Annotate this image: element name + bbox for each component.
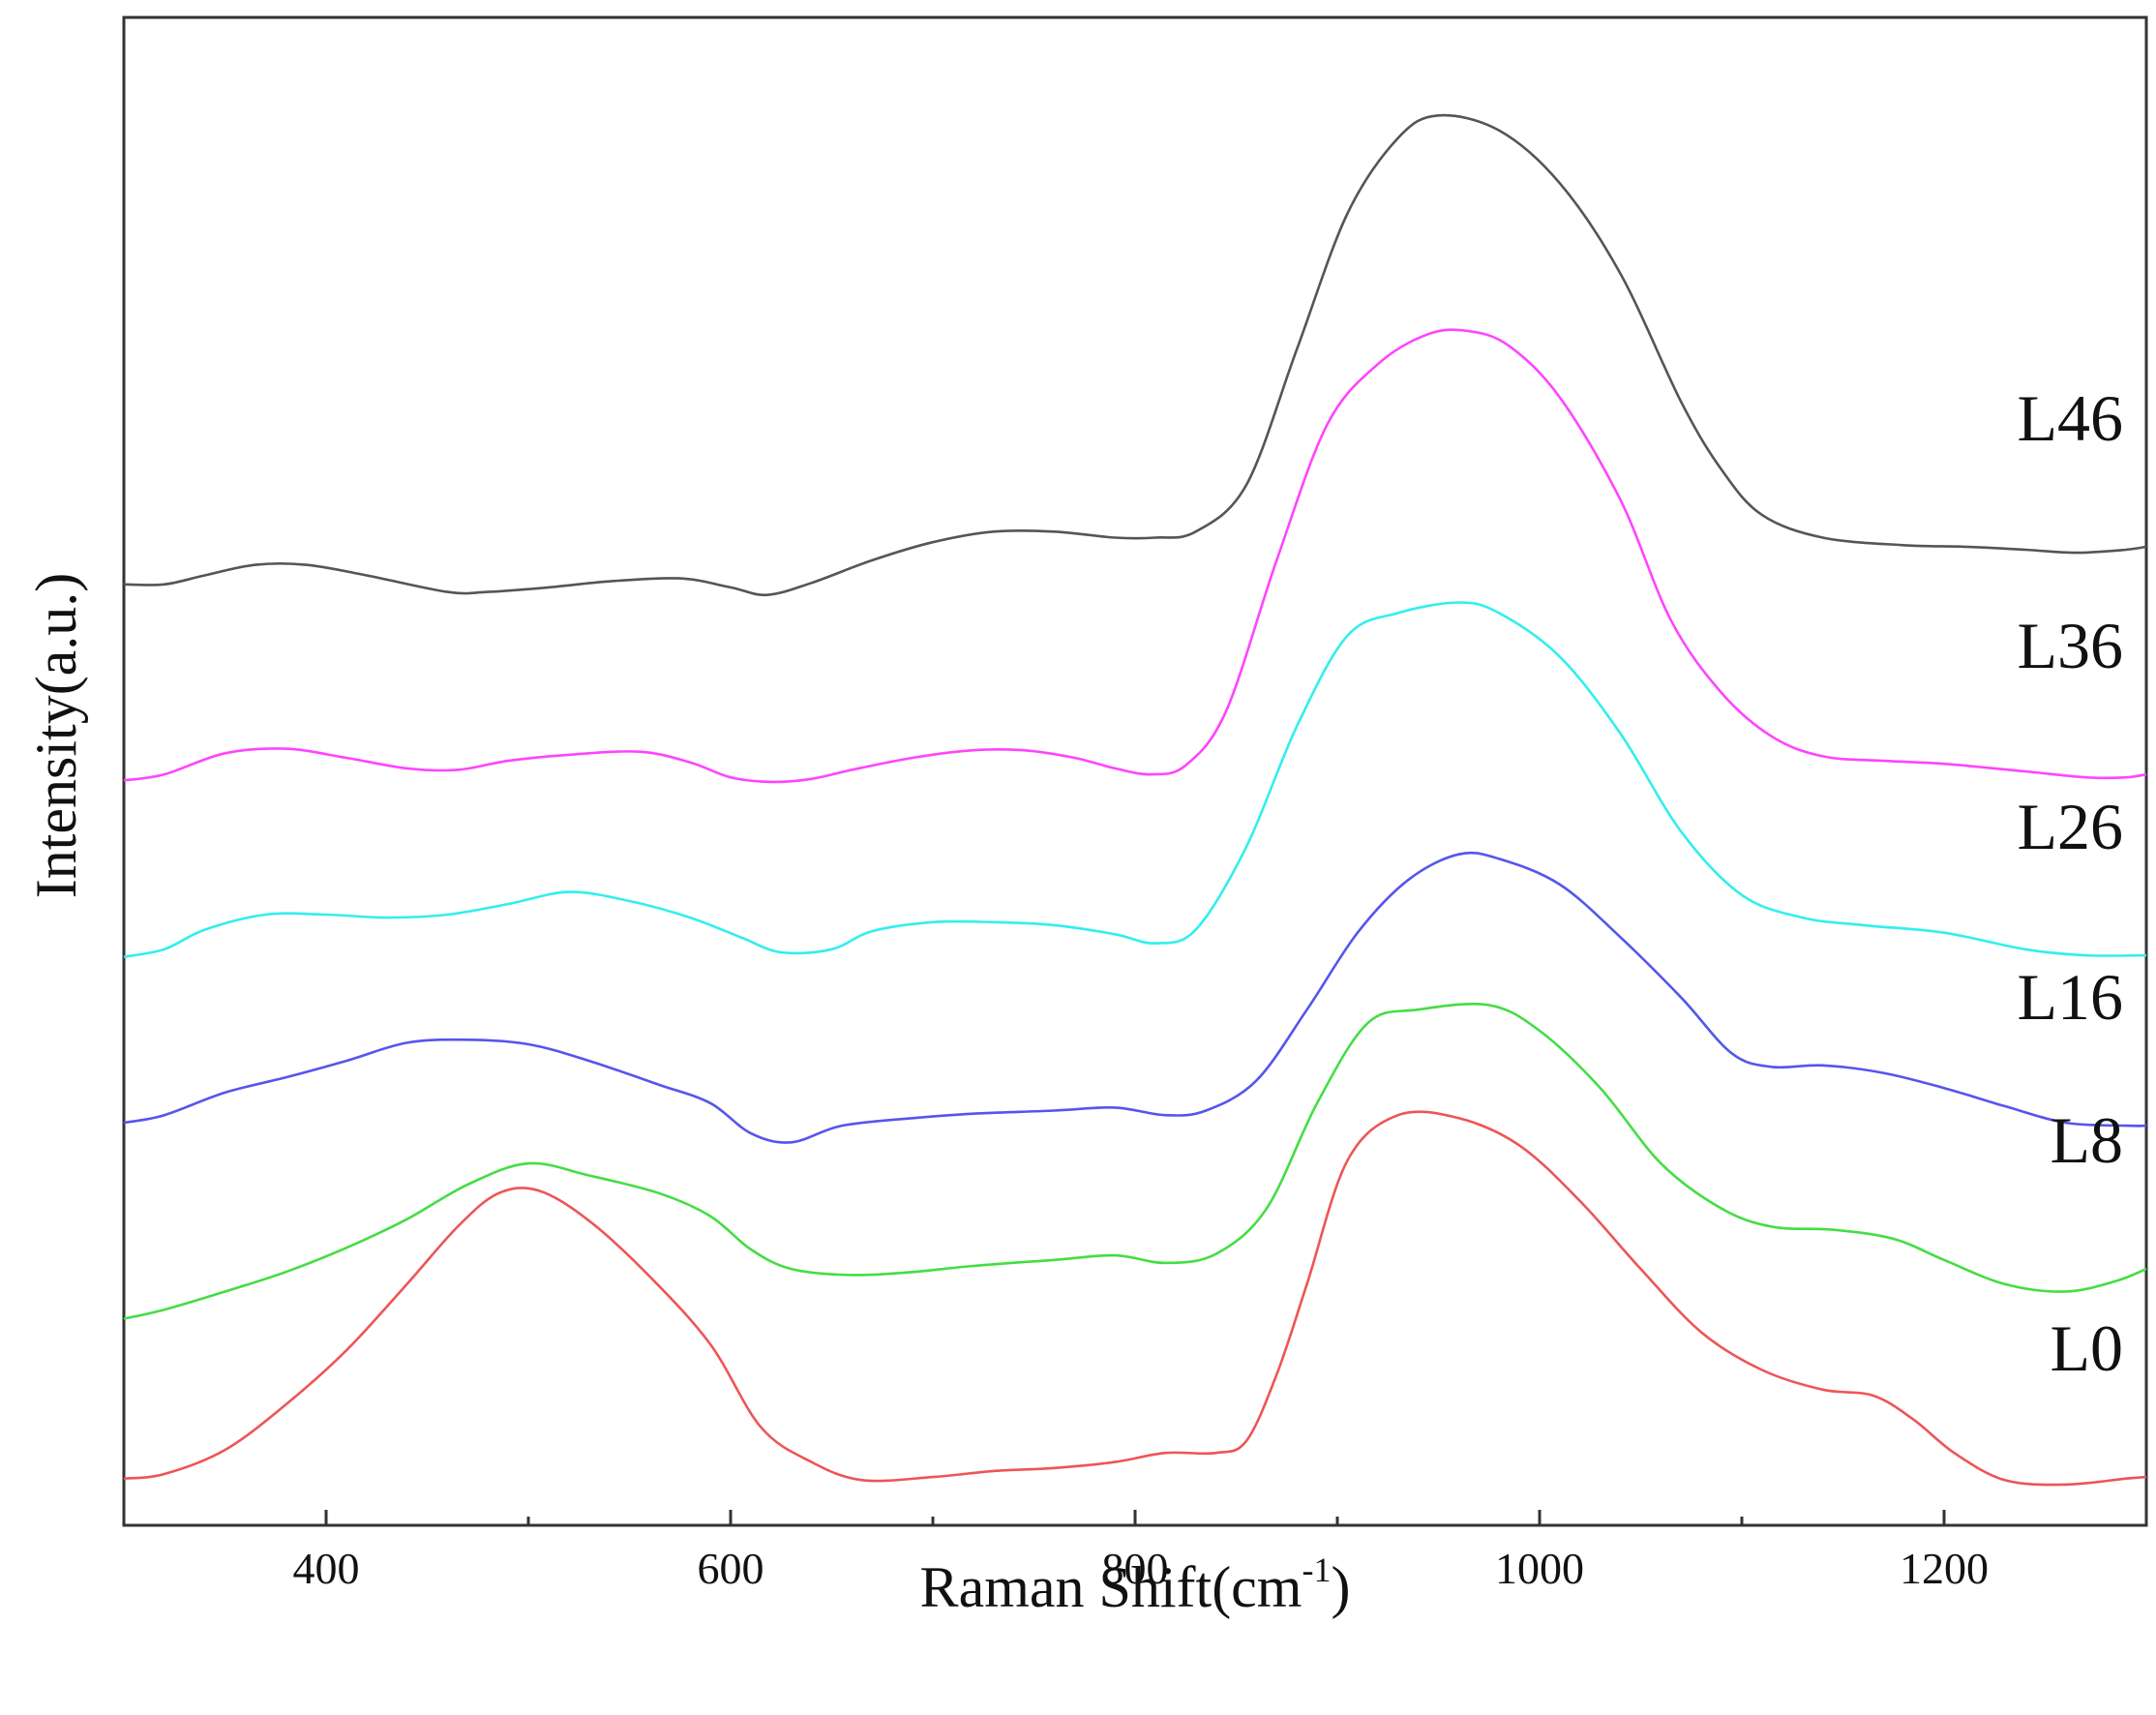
plot-frame bbox=[122, 15, 2148, 1527]
series-line-l0 bbox=[123, 1110, 2147, 1487]
y-axis-title: Intensity(a.u.) bbox=[24, 573, 88, 899]
series-line-l36 bbox=[123, 328, 2147, 784]
x-tick-label: 1200 bbox=[1900, 1544, 1989, 1593]
series-label-l46: L46 bbox=[2017, 381, 2123, 455]
series-label-l8: L8 bbox=[2050, 1103, 2123, 1177]
series-label-l0: L0 bbox=[2050, 1311, 2123, 1385]
series-label-l26: L26 bbox=[2017, 790, 2123, 863]
x-tick-label: 400 bbox=[293, 1544, 360, 1593]
x-tick-label: 600 bbox=[698, 1544, 764, 1593]
x-tick-label: 1000 bbox=[1495, 1544, 1584, 1593]
series-label-l16: L16 bbox=[2017, 960, 2123, 1034]
series-line-l26 bbox=[123, 601, 2147, 958]
series-labels: L46 L36 L26 L16 L8 L0 bbox=[2017, 381, 2123, 1385]
series-line-l8 bbox=[123, 1002, 2147, 1320]
series-line-l46 bbox=[123, 113, 2147, 597]
series-line-l16 bbox=[123, 851, 2147, 1144]
series-layer bbox=[123, 113, 2147, 1487]
x-tick-label: 800 bbox=[1102, 1544, 1169, 1593]
x-ticks: 400 600 800 1000 1200 bbox=[293, 1510, 1989, 1593]
series-label-l36: L36 bbox=[2017, 609, 2123, 682]
x-axis-title: Raman Shift(cm-1) bbox=[920, 1550, 1351, 1619]
